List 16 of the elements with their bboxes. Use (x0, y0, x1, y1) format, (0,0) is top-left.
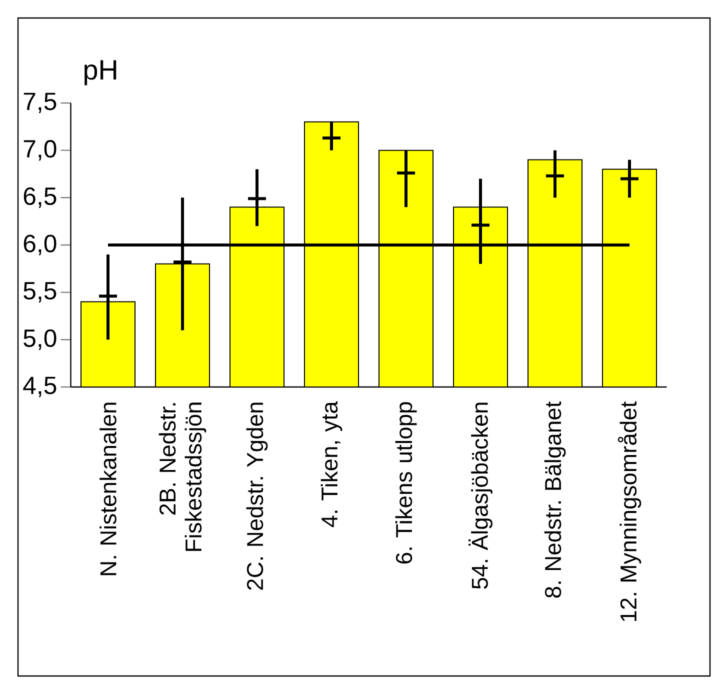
y-tick-label: 7,5 (24, 92, 56, 114)
y-tick-label: 6,0 (24, 234, 56, 256)
x-tick-label: 54. Älgasjöbäcken (468, 402, 492, 589)
y-tick-label: 7,0 (24, 140, 56, 161)
y-tick-label: 5,5 (24, 282, 56, 302)
y-axis-title: pH (84, 60, 116, 86)
x-tick-label: N. Nistenkanalen (100, 402, 116, 576)
y-tick-label: 5,0 (24, 329, 56, 350)
x-tick-label: 2C. Nedstr. Ygden (246, 402, 268, 590)
x-tick-label: 12. Mynningsområdet (618, 401, 642, 622)
x-tick-label: 2B. Nedstr. Fiskestadssjön (158, 402, 206, 551)
x-tick-label: 4. Tiken, yta (320, 401, 342, 528)
x-tick-label: 8. Nedstr. Bälganet (544, 401, 566, 598)
y-tick-label: 6,5 (24, 187, 56, 208)
x-tick-label: 6. Tikens utlopp (395, 402, 417, 564)
y-tick-label: 4,5 (23, 376, 56, 398)
